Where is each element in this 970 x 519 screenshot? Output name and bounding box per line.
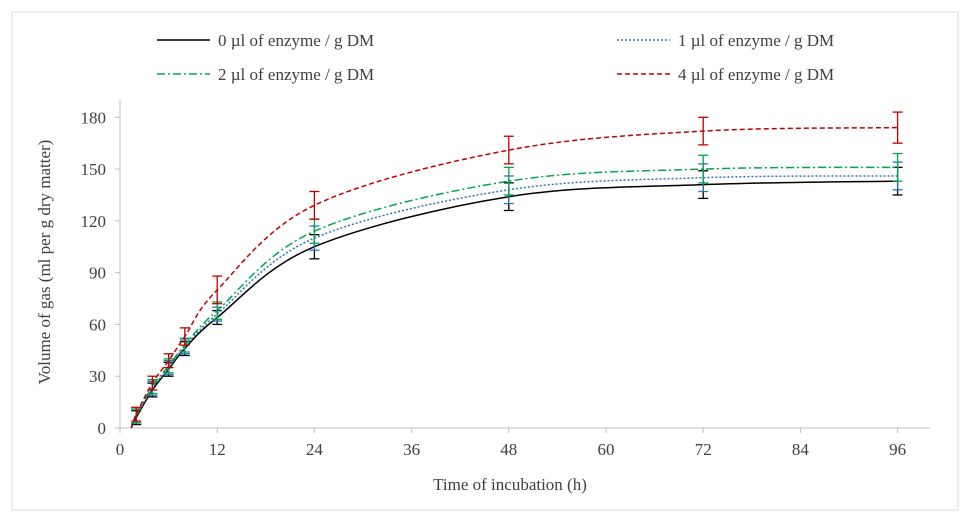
error-bar [212, 275, 223, 305]
error-bar [309, 190, 320, 220]
x-tick-label: 36 [403, 440, 420, 459]
error-bar [503, 166, 514, 196]
error-bar [147, 375, 158, 391]
y-tick-label: 0 [98, 419, 107, 438]
x-tick-label: 0 [116, 440, 125, 459]
legend-entry: 0 µl of enzyme / g DM [157, 31, 374, 50]
error-bar [131, 406, 142, 422]
error-bar [698, 154, 709, 184]
error-bar [698, 116, 709, 146]
legend-entry: 2 µl of enzyme / g DM [157, 65, 374, 84]
y-axis-title: Volume of gas (ml per g dry matter) [35, 140, 54, 385]
x-axis-title: Time of incubation (h) [433, 475, 587, 494]
x-tick-label: 72 [695, 440, 712, 459]
legend-entry: 4 µl of enzyme / g DM [617, 65, 834, 84]
legend-label: 0 µl of enzyme / g DM [218, 31, 374, 50]
x-tick-label: 48 [500, 440, 517, 459]
y-tick-label: 150 [81, 160, 107, 179]
series-layer [130, 111, 903, 429]
x-tick-label: 24 [306, 440, 324, 459]
error-bar [892, 152, 903, 182]
series-3 [130, 111, 903, 429]
chart-border [11, 11, 959, 511]
error-bar [163, 353, 174, 369]
legend: 0 µl of enzyme / g DM 1 µl of enzyme / g … [157, 31, 834, 84]
y-tick-label: 30 [89, 367, 106, 386]
legend-label: 4 µl of enzyme / g DM [678, 65, 834, 84]
x-tick-label: 12 [209, 440, 226, 459]
x-tick-label: 84 [792, 440, 810, 459]
axes: 0 12 24 36 48 60 72 84 96 0 30 60 90 120 150 180 [81, 100, 930, 459]
y-tick-label: 60 [89, 315, 106, 334]
error-bar [892, 111, 903, 144]
series-2 [130, 152, 903, 429]
legend-label: 1 µl of enzyme / g DM [678, 31, 834, 50]
y-tick-label: 90 [89, 264, 106, 283]
x-tick-label: 96 [889, 440, 906, 459]
error-bar [179, 327, 190, 346]
x-tick-label: 60 [598, 440, 615, 459]
legend-entry: 1 µl of enzyme / g DM [617, 31, 834, 50]
y-tick-label: 120 [81, 212, 107, 231]
error-bar [503, 135, 514, 165]
y-tick-label: 180 [81, 108, 107, 127]
legend-label: 2 µl of enzyme / g DM [218, 65, 374, 84]
series-line [130, 166, 898, 429]
